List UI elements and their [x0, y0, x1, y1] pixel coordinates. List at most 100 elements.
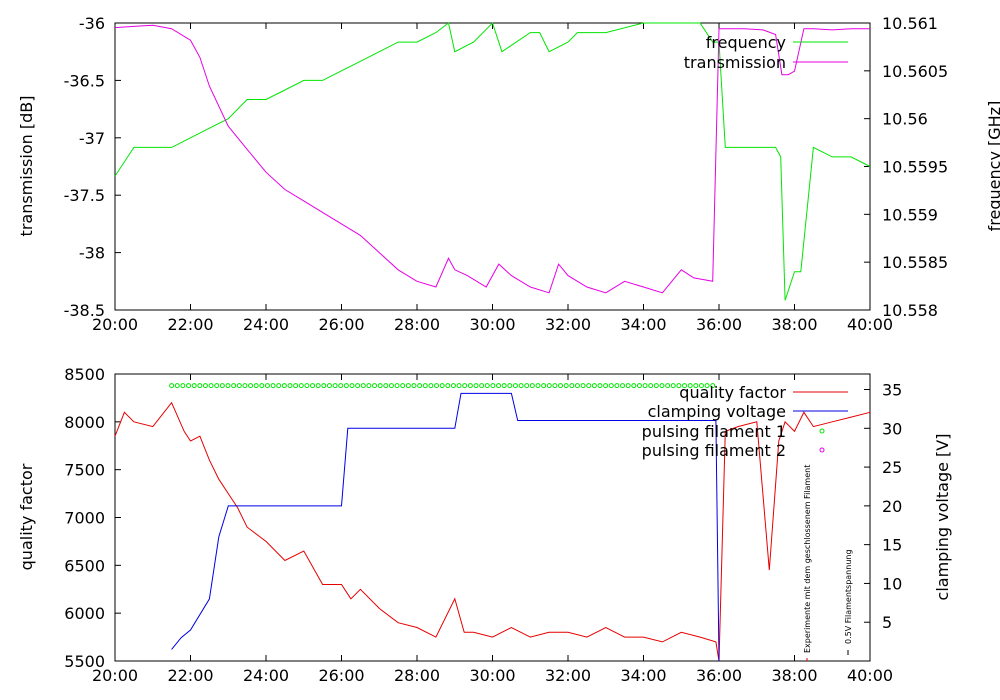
pulsing-filament-1-point: [310, 383, 316, 389]
pulsing-filament-1-point: [293, 383, 299, 389]
top-y-tick-label: -37.5: [64, 186, 105, 205]
top-chart-tick-labels: 20:00 22:00 24:00 26:00 28:00 30:00 32:00 34:00…: [64, 14, 949, 334]
bottom-chart-y2label: clamping voltage [V]: [933, 434, 952, 601]
pulsing-filament-1-point: [698, 383, 704, 389]
bottom-chart-ylabel: quality factor: [17, 463, 36, 570]
pulsing-filament-1-point: [665, 383, 671, 389]
pulsing-filament-1-point: [326, 383, 332, 389]
pulsing-filament-1-point: [281, 383, 287, 389]
pulsing-filament-1-point: [270, 383, 276, 389]
pulsing-filament-1-point: [569, 383, 575, 389]
legend-frequency-label: frequency: [706, 33, 786, 52]
pulsing-filament-1-point: [496, 383, 502, 389]
legend-pulsing-filament-2-label: pulsing filament 2: [642, 441, 786, 460]
pulsing-filament-1-point: [253, 383, 259, 389]
pulsing-filament-1-point: [208, 383, 214, 389]
bottom-y2-tick-label: 20: [882, 497, 902, 516]
pulsing-filament-1-point: [620, 383, 626, 389]
pulsing-filament-1-point: [321, 383, 327, 389]
top-y2-tick-label: 10.56: [882, 110, 928, 129]
pulsing-filament-1-point: [315, 383, 321, 389]
top-chart-ylabel: transmission [dB]: [17, 96, 36, 237]
pulsing-filament-1-point: [636, 383, 642, 389]
clamping-voltage-line: [171, 392, 720, 662]
pulsing-filament-1-point: [219, 383, 225, 389]
pulsing-filament-1-point: [687, 383, 693, 389]
pulsing-filament-1-point: [191, 383, 197, 389]
pulsing-filament-1-point: [248, 383, 254, 389]
top-x-tick-label: 24:00: [243, 315, 289, 334]
pulsing-filament-1-point: [484, 383, 490, 389]
bottom-y-tick-label: 5500: [64, 652, 105, 671]
pulsing-filament-1-point: [411, 383, 417, 389]
top-y-tick-label: -36.5: [64, 71, 105, 90]
pulsing-filament-1-point: [264, 383, 270, 389]
pulsing-filament-1-point: [591, 383, 597, 389]
pulsing-filament-1-point: [276, 383, 282, 389]
pulsing-filament-1-point: [428, 383, 434, 389]
top-x-tick-label: 38:00: [771, 315, 817, 334]
pulsing-filament-1-point: [225, 383, 231, 389]
pulsing-filament-1-point: [501, 383, 507, 389]
pulsing-filament-1-point: [541, 383, 547, 389]
pulsing-filament-1-point: [682, 383, 688, 389]
bottom-x-tick-label: 32:00: [545, 666, 591, 685]
top-x-tick-label: 26:00: [318, 315, 364, 334]
pulsing-filament-1-point: [642, 383, 648, 389]
pulsing-filament-1-point: [473, 383, 479, 389]
top-x-tick-label: 36:00: [696, 315, 742, 334]
bottom-y-tick-label: 6500: [64, 556, 105, 575]
legend-transmission-label: transmission: [684, 53, 786, 72]
pulsing-filament-1-point: [603, 383, 609, 389]
pulsing-filament-1-point: [462, 383, 468, 389]
legend-pulsing-filament-1-marker: [819, 428, 825, 434]
pulsing-filament-1-point: [355, 383, 361, 389]
bottom-x-tick-label: 26:00: [318, 666, 364, 685]
top-x-tick-label: 22:00: [167, 315, 213, 334]
bottom-chart-series: [114, 383, 871, 662]
bottom-x-tick-label: 24:00: [243, 666, 289, 685]
pulsing-filament-1-point: [388, 383, 394, 389]
top-y-tick-label: -37: [79, 129, 105, 148]
bottom-y-tick-label: 7500: [64, 461, 105, 480]
bottom-y-tick-label: 6000: [64, 604, 105, 623]
pulsing-filament-1-point: [479, 383, 485, 389]
pulsing-filament-1-point: [524, 383, 530, 389]
bottom-x-tick-label: 38:00: [771, 666, 817, 685]
bottom-x-tick-label: 40:00: [847, 666, 893, 685]
pulsing-filament-1-point: [422, 383, 428, 389]
pulsing-filament-1-point: [704, 383, 710, 389]
pulsing-filament-1-point: [456, 383, 462, 389]
pulsing-filament-1-point: [360, 383, 366, 389]
top-y2-tick-label: 10.5585: [882, 253, 948, 272]
bottom-x-tick-label: 22:00: [167, 666, 213, 685]
pulsing-filament-1-point: [214, 383, 220, 389]
legend-pulsing-filament-2-marker: [819, 447, 825, 453]
pulsing-filament-1-point: [693, 383, 699, 389]
pulsing-filament-1-point: [383, 383, 389, 389]
pulsing-filament-1-point: [304, 383, 310, 389]
pulsing-filament-1-point: [535, 383, 541, 389]
top-x-tick-label: 20:00: [92, 315, 138, 334]
pulsing-filament-1-point: [439, 383, 445, 389]
pulsing-filament-1-point: [231, 383, 237, 389]
pulsing-filament-1-point: [287, 383, 293, 389]
bottom-y2-tick-label: 25: [882, 458, 902, 477]
pulsing-filament-1-point: [710, 383, 716, 389]
pulsing-filament-1-point: [507, 383, 513, 389]
pulsing-filament-1-point: [518, 383, 524, 389]
pulsing-filament-1-point: [670, 383, 676, 389]
bottom-y-tick-label: 7000: [64, 509, 105, 528]
bottom-y2-tick-label: 10: [882, 574, 902, 593]
top-y-tick-label: -38: [79, 244, 105, 263]
pulsing-filament-1-point: [490, 383, 496, 389]
top-y2-tick-label: 10.5605: [882, 62, 948, 81]
bottom-y2-tick-label: 15: [882, 536, 902, 555]
frequency-line: [114, 22, 871, 301]
pulsing-filament-1-point: [659, 383, 665, 389]
annotation-filament-voltage: 0.5V Filamentspannung: [844, 549, 853, 655]
pulsing-filament-1-point: [259, 383, 265, 389]
pulsing-filament-1-point: [631, 383, 637, 389]
top-x-tick-label: 40:00: [847, 315, 893, 334]
